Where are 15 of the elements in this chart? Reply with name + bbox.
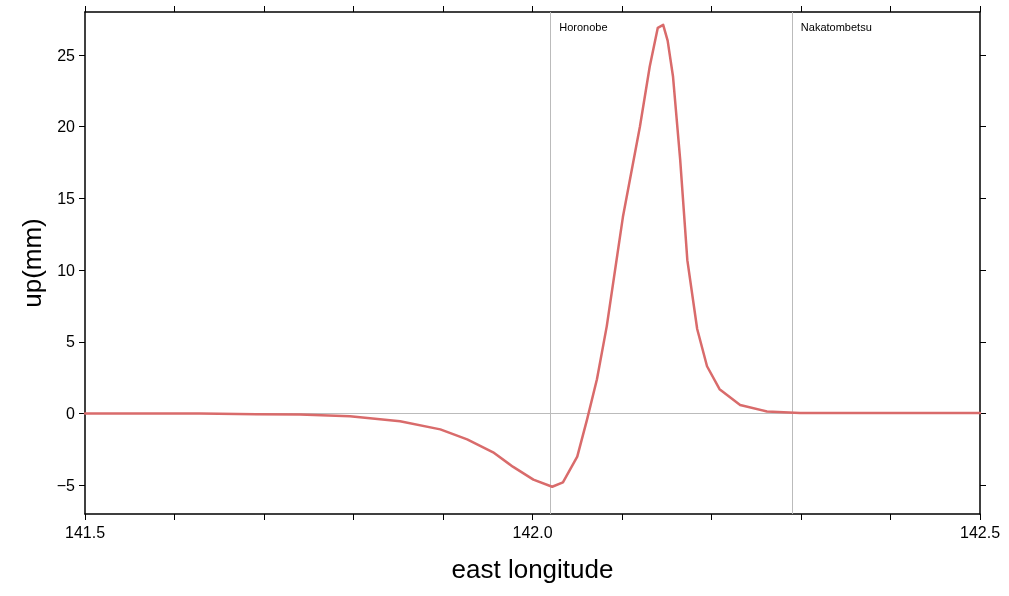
- y-axis-title: up(mm): [17, 218, 47, 308]
- y-tick-label: 10: [57, 261, 76, 279]
- x-tick-label: 142.5: [959, 523, 1001, 541]
- x-tick-label: 141.5: [64, 523, 106, 541]
- x-tick-label: 142.0: [512, 523, 553, 541]
- y-tick-label: −5: [56, 476, 76, 494]
- y-tick-label: 0: [66, 405, 76, 423]
- ref-line-label: Horonobe: [559, 20, 608, 33]
- line-series: [83, 23, 982, 488]
- y-tick-label: 25: [57, 46, 76, 64]
- y-tick-label: 20: [57, 118, 76, 136]
- x-axis-title: east longitude: [451, 554, 614, 584]
- ref-line-label: Nakatombetsu: [800, 20, 872, 33]
- y-tick-label: 15: [57, 189, 76, 207]
- y-tick-label: 5: [66, 333, 76, 351]
